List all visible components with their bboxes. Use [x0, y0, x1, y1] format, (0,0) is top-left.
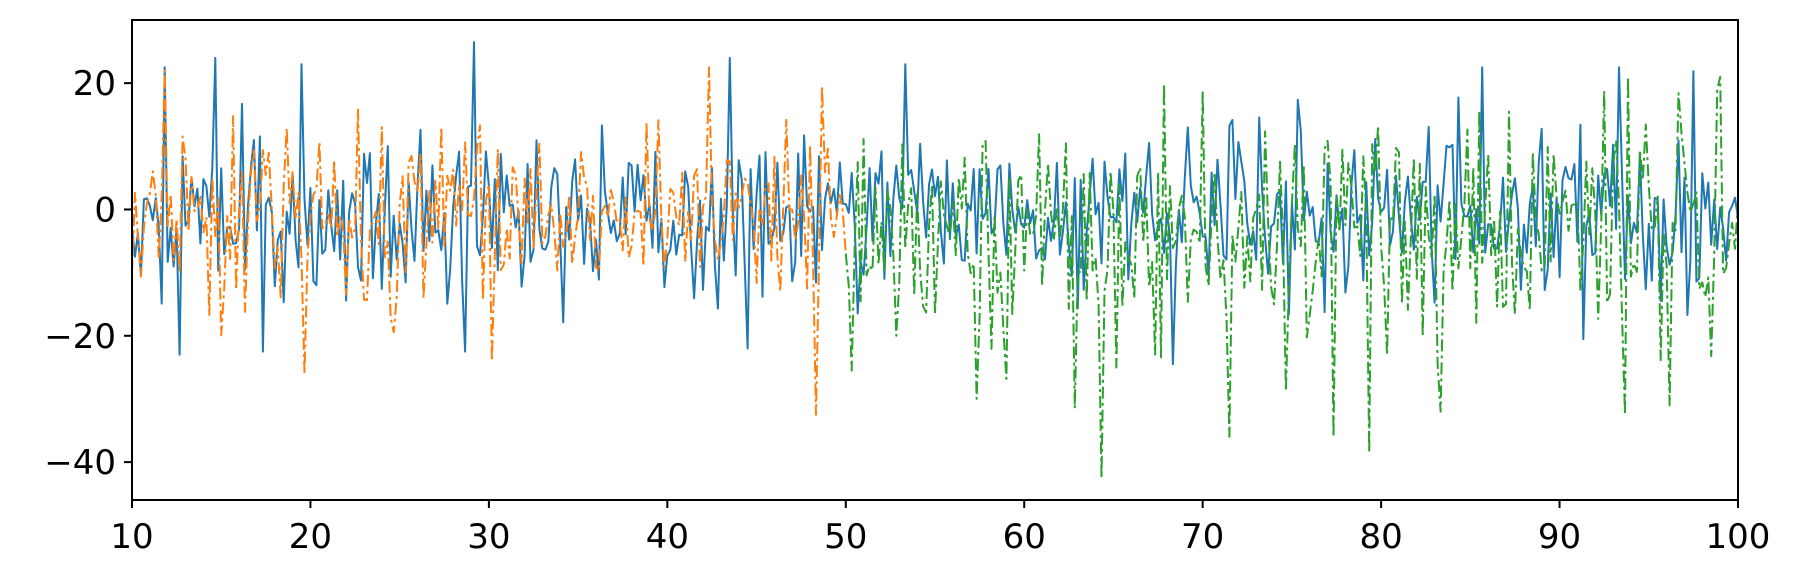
plot-frame	[131, 19, 1739, 501]
series-line-1	[131, 41, 1739, 366]
series-line-3	[844, 75, 1739, 479]
x-tick-label: 40	[646, 517, 689, 557]
x-tick-label: 50	[824, 517, 867, 557]
series-layer	[131, 41, 1739, 479]
y-tick-label: −20	[44, 317, 116, 357]
x-tick-label: 30	[467, 517, 510, 557]
x-tick-label: 20	[289, 517, 332, 557]
x-axis: 10 20 30 40 50 60 70 80 90 100	[110, 500, 1770, 557]
y-tick-label: −40	[44, 443, 116, 483]
series-line-2	[131, 66, 847, 416]
x-tick-label: 70	[1181, 517, 1224, 557]
x-tick-label: 80	[1359, 517, 1402, 557]
y-tick-label: 20	[73, 64, 116, 104]
x-tick-label: 100	[1706, 517, 1771, 557]
y-tick-label: 0	[94, 190, 116, 230]
x-tick-label: 10	[110, 517, 153, 557]
y-axis: 20 0 −20 −40	[44, 64, 132, 483]
x-tick-label: 60	[1003, 517, 1046, 557]
x-tick-label: 90	[1538, 517, 1581, 557]
